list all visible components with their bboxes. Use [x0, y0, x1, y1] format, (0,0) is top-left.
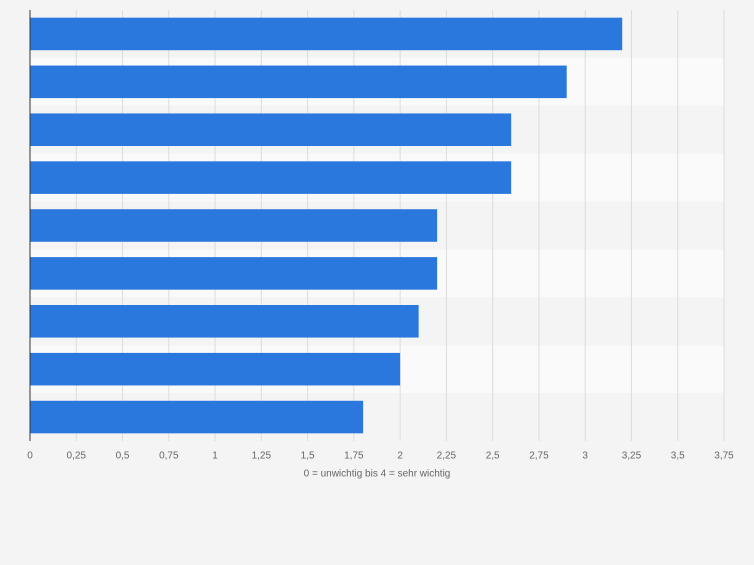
x-tick-label: 3,75: [714, 451, 734, 462]
x-axis-label: 0 = unwichtig bis 4 = sehr wichtig: [304, 469, 451, 480]
x-tick-label: 3,5: [671, 451, 685, 462]
x-tick-label: 0: [27, 451, 33, 462]
bar: [30, 400, 364, 434]
x-tick-label: 1,75: [344, 451, 364, 462]
bar: [30, 304, 419, 338]
bar: [30, 17, 623, 51]
x-tick-label: 1: [212, 451, 218, 462]
x-tick-label: 1,25: [252, 451, 272, 462]
x-tick-label: 2,5: [486, 451, 500, 462]
bar: [30, 113, 512, 147]
x-tick-label: 3,25: [622, 451, 642, 462]
x-tick-label: 0,5: [116, 451, 130, 462]
x-tick-label: 2,25: [437, 451, 457, 462]
x-tick-label: 2: [397, 451, 403, 462]
bar: [30, 209, 438, 242]
bar: [30, 161, 512, 194]
x-tick-label: 0,75: [159, 451, 179, 462]
x-tick-label: 0,25: [67, 451, 87, 462]
bar: [30, 257, 438, 290]
bar: [30, 352, 401, 386]
x-tick-label: 2,75: [529, 451, 549, 462]
x-tick-label: 3: [582, 451, 588, 462]
bar: [30, 65, 567, 99]
x-tick-label: 1,5: [301, 451, 315, 462]
